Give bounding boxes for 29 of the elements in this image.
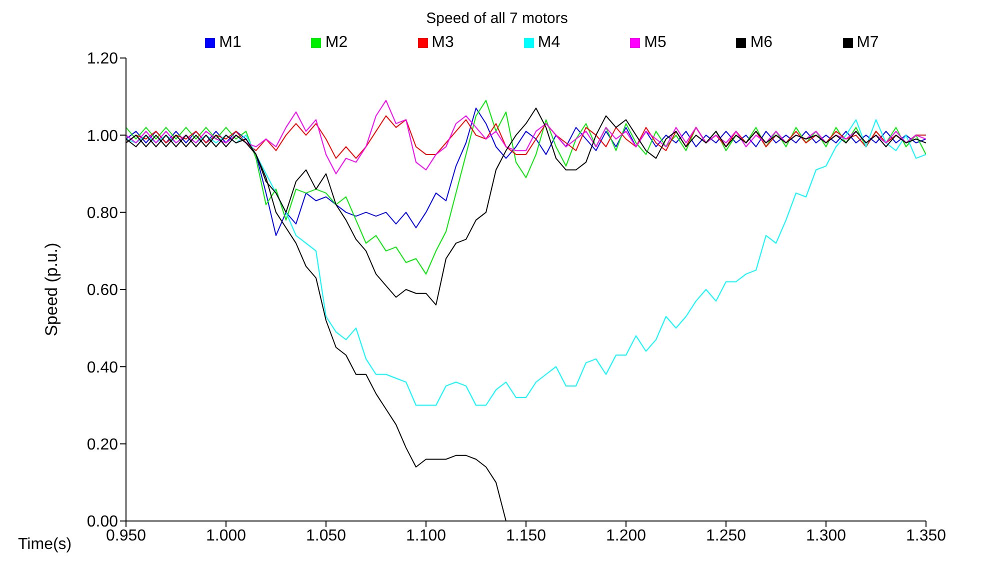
x-tick-label: 1.350 [906,527,946,544]
line-series [126,119,926,406]
x-tick-label: 1.150 [506,527,546,544]
y-tick-label: 1.00 [86,128,118,145]
legend-label: M2 [325,34,348,51]
line-series [126,100,926,275]
legend-label: M1 [219,34,242,51]
chart-title: Speed of all 7 motors [425,9,569,29]
x-tick-label: 1.250 [706,527,746,544]
x-tick-label: 1.200 [606,527,646,544]
y-tick-label: 0.60 [86,282,118,300]
x-tick-label: 1.050 [306,527,346,544]
y-tick-label: 0.20 [86,436,118,454]
legend-label: M3 [432,34,454,51]
y-tick-label: 0.40 [86,359,118,376]
x-tick-label: 0.950 [106,527,146,544]
y-tick-label: 1.20 [86,50,118,68]
x-tick-label: 1.000 [206,527,246,544]
line-series [126,108,926,236]
x-tick-label: 1.300 [806,527,846,544]
legend-label: M7 [856,34,879,51]
x-axis-title: Time(s) [18,536,72,553]
y-axis-title: Speed (p.u.) [42,242,62,336]
legend-label: M5 [644,34,666,51]
y-tick-label: 0.80 [86,205,118,222]
legend-label: M6 [750,34,773,51]
line-series [126,100,926,174]
x-tick-label: 1.100 [406,527,446,544]
legend-label: M4 [538,34,560,51]
